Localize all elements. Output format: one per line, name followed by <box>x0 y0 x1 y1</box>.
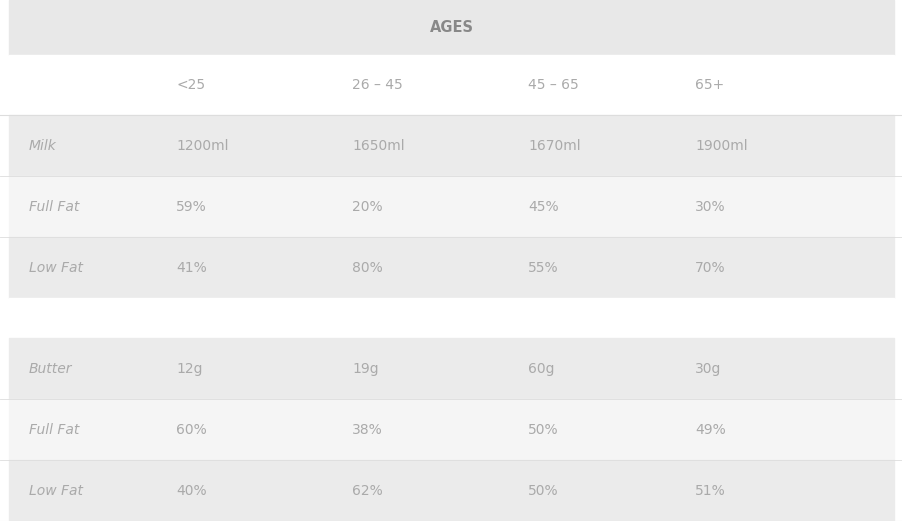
Text: 1200ml: 1200ml <box>176 139 228 153</box>
Text: Low Fat: Low Fat <box>29 260 83 275</box>
Text: 26 – 45: 26 – 45 <box>352 78 402 92</box>
Text: 49%: 49% <box>695 423 725 437</box>
Text: 1650ml: 1650ml <box>352 139 404 153</box>
Bar <box>9 338 893 399</box>
Bar <box>9 0 893 55</box>
Text: 80%: 80% <box>352 260 382 275</box>
Text: 1900ml: 1900ml <box>695 139 747 153</box>
Bar <box>9 115 893 176</box>
Text: 19g: 19g <box>352 362 378 376</box>
Text: 1670ml: 1670ml <box>528 139 580 153</box>
Text: 45 – 65: 45 – 65 <box>528 78 578 92</box>
Text: 55%: 55% <box>528 260 558 275</box>
Text: Low Fat: Low Fat <box>29 483 83 498</box>
Text: 50%: 50% <box>528 483 558 498</box>
Text: Butter: Butter <box>29 362 72 376</box>
Text: 30g: 30g <box>695 362 721 376</box>
Text: AGES: AGES <box>429 20 473 35</box>
Text: <25: <25 <box>176 78 205 92</box>
Text: Full Fat: Full Fat <box>29 423 79 437</box>
Bar <box>9 298 893 338</box>
Text: 62%: 62% <box>352 483 382 498</box>
Text: 59%: 59% <box>176 200 207 214</box>
Text: Milk: Milk <box>29 139 57 153</box>
Bar <box>9 237 893 298</box>
Text: 60%: 60% <box>176 423 207 437</box>
Bar <box>9 399 893 460</box>
Text: 51%: 51% <box>695 483 725 498</box>
Text: 12g: 12g <box>176 362 202 376</box>
Text: 50%: 50% <box>528 423 558 437</box>
Bar <box>9 176 893 237</box>
Text: 60g: 60g <box>528 362 554 376</box>
Text: 45%: 45% <box>528 200 558 214</box>
Bar <box>9 55 893 115</box>
Bar <box>9 460 893 521</box>
Text: 30%: 30% <box>695 200 725 214</box>
Text: 70%: 70% <box>695 260 725 275</box>
Text: Full Fat: Full Fat <box>29 200 79 214</box>
Text: 40%: 40% <box>176 483 207 498</box>
Text: 41%: 41% <box>176 260 207 275</box>
Text: 65+: 65+ <box>695 78 723 92</box>
Text: 38%: 38% <box>352 423 382 437</box>
Text: 20%: 20% <box>352 200 382 214</box>
